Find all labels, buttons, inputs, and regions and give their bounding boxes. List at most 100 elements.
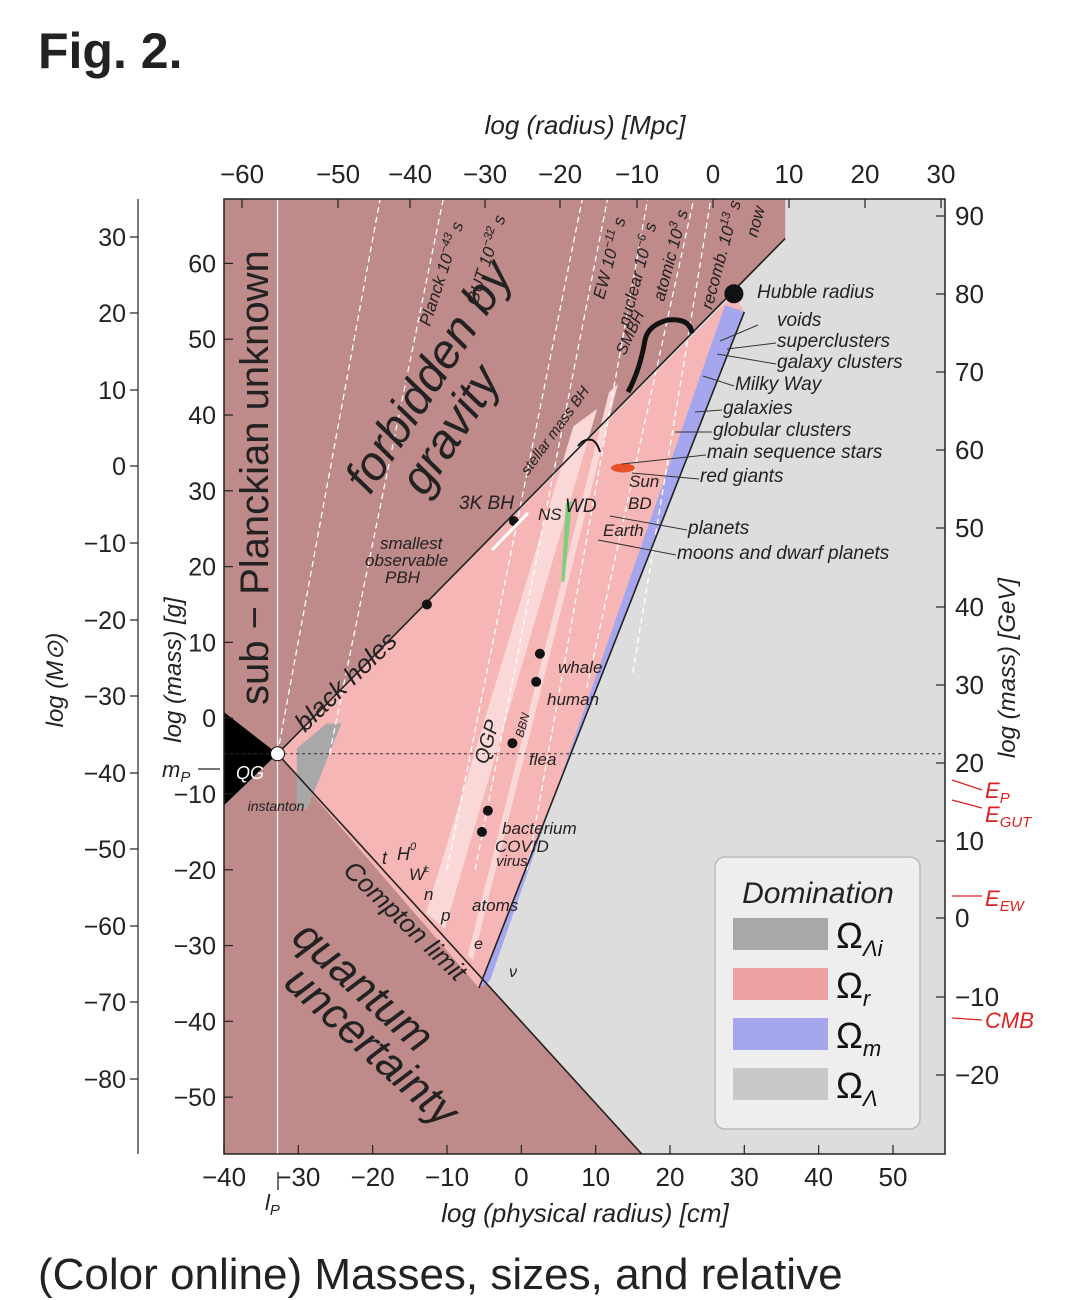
epoch-label-exp: −6 (632, 232, 649, 249)
legend-label-2: Ωm (836, 1015, 881, 1061)
left-outer-tick-label: 0 (112, 453, 126, 481)
object-label-7: main sequence stars (707, 442, 883, 463)
left-outer-tick-label: 20 (98, 300, 126, 328)
left-inner-tick-label: −50 (174, 1084, 216, 1112)
leader-line-7 (631, 472, 700, 480)
epoch-line-2 (446, 199, 583, 870)
leader-line-1 (726, 342, 777, 350)
legend-omega: Ω (836, 1015, 863, 1056)
epoch-label-unit: s (487, 212, 509, 231)
plot-frame (223, 198, 946, 1155)
epoch-label-exp: −43 (436, 231, 456, 255)
egut-marker-main: E (985, 802, 1000, 827)
left-outer-tick-label: −80 (84, 1066, 126, 1094)
object-label-12: NS (538, 505, 562, 524)
point-covid (476, 826, 487, 837)
legend-swatch-0 (733, 918, 828, 950)
bottom-tick-label: 40 (804, 1162, 833, 1192)
legend-title: Domination (742, 877, 894, 910)
object-label-6: globular clusters (713, 420, 852, 441)
eew-marker-sub: EW (1000, 898, 1026, 915)
legend-sub: Λ (861, 1086, 878, 1111)
right-tick-label: −20 (955, 1060, 999, 1090)
epoch-line-1 (328, 199, 444, 754)
right-tick-label: 90 (955, 201, 984, 231)
axis-ticks (130, 199, 945, 1154)
object-label-23: human (547, 690, 599, 709)
epoch-line-6 (632, 199, 712, 673)
mp-marker: mP (162, 757, 190, 786)
left-outer-tick-label: −20 (84, 607, 126, 635)
compton-limit-line (276, 753, 643, 1154)
bottom-tick-label: 0 (514, 1162, 528, 1192)
leader-line-3 (702, 375, 735, 387)
bbn-band (467, 383, 618, 960)
bottom-axis-title: log (physical radius) [cm] (441, 1198, 729, 1228)
right-tick-label: −10 (955, 982, 999, 1012)
egut-marker: EGUT (985, 802, 1033, 831)
egut-marker-sub: GUT (1000, 814, 1033, 831)
smbh-brace (625, 317, 695, 394)
eew-marker: EEW (985, 886, 1026, 915)
bottom-tick-label: −20 (351, 1162, 395, 1192)
legend-swatch-3 (733, 1068, 828, 1100)
point-hubble-radius (724, 284, 744, 304)
quantum-uncertainty-region (224, 753, 642, 1154)
object-label-8: red giants (700, 466, 784, 487)
left-inner-tick-label: −40 (174, 1008, 216, 1036)
legend-swatch-1 (733, 968, 828, 1000)
legend-label-3: ΩΛ (836, 1065, 878, 1111)
stellar-bh-brace (577, 438, 601, 453)
object-label-30: H (397, 844, 411, 864)
right-tick-label: 60 (955, 435, 984, 465)
object-label-28: atoms (472, 896, 519, 915)
left-outer-tick-label: −10 (84, 530, 126, 558)
epoch-line-5 (586, 199, 695, 689)
ep-marker-sub: P (1000, 790, 1010, 807)
epoch-label-exp: 3 (666, 219, 681, 229)
top-tick-label: −60 (220, 159, 264, 189)
caption: (Color online) Masses, sizes, and relati… (38, 1250, 843, 1299)
plot-regions (224, 199, 945, 1154)
top-tick-label: 30 (927, 159, 956, 189)
bbn-label: BBN (512, 711, 532, 739)
object-label-9: Sun (629, 472, 659, 491)
object-label-32: W (409, 865, 427, 884)
right-tick-label: 0 (955, 903, 969, 933)
right-tick-label: 50 (955, 513, 984, 543)
left-inner-tick-label: 0 (202, 705, 216, 733)
left-outer-axis-title: log (M⊙) (42, 633, 69, 728)
left-outer-tick-label: −40 (84, 760, 126, 788)
legend-omega: Ω (836, 965, 863, 1006)
object-label-13: Earth (603, 521, 644, 540)
left-inner-axis-title: log (mass) [g] (160, 596, 187, 743)
point-planck-point (270, 746, 286, 762)
left-inner-tick-label: −20 (174, 857, 216, 885)
right-tick-label: 70 (955, 357, 984, 387)
bottom-tick-label: −40 (202, 1162, 246, 1192)
object-label-3: galaxy clusters (777, 352, 903, 373)
object-label-26: COVID (495, 837, 549, 856)
black-hole-line (276, 237, 786, 755)
lp-marker-sub: P (270, 1202, 280, 1219)
legend-omega: Ω (836, 915, 863, 956)
epoch-label-unit: s (445, 219, 467, 238)
object-label-36: e (474, 936, 483, 953)
object-label-10: BD (628, 494, 652, 513)
mp-marker-main: m (162, 757, 180, 782)
object-label-15: moons and dwarf planets (677, 543, 890, 564)
object-label-27: virus (496, 853, 528, 870)
top-axis-title: log (radius) [Mpc] (485, 110, 687, 140)
object-label-22: whale (558, 658, 602, 677)
axis-tick-labels: −40 −30 −20 −10 0 10 20 30 40 50−60 −50 −40 −30 −20 −1… (84, 159, 1000, 1192)
bottom-tick-label: −10 (425, 1162, 469, 1192)
cmb-marker: CMB (985, 1008, 1034, 1033)
point-flea (507, 738, 518, 749)
legend-label-1: Ωr (836, 965, 872, 1011)
left-outer-tick-label: −30 (84, 683, 126, 711)
matter-edge-line (478, 311, 746, 989)
top-tick-label: −40 (388, 159, 432, 189)
left-inner-tick-label: 50 (188, 326, 216, 354)
